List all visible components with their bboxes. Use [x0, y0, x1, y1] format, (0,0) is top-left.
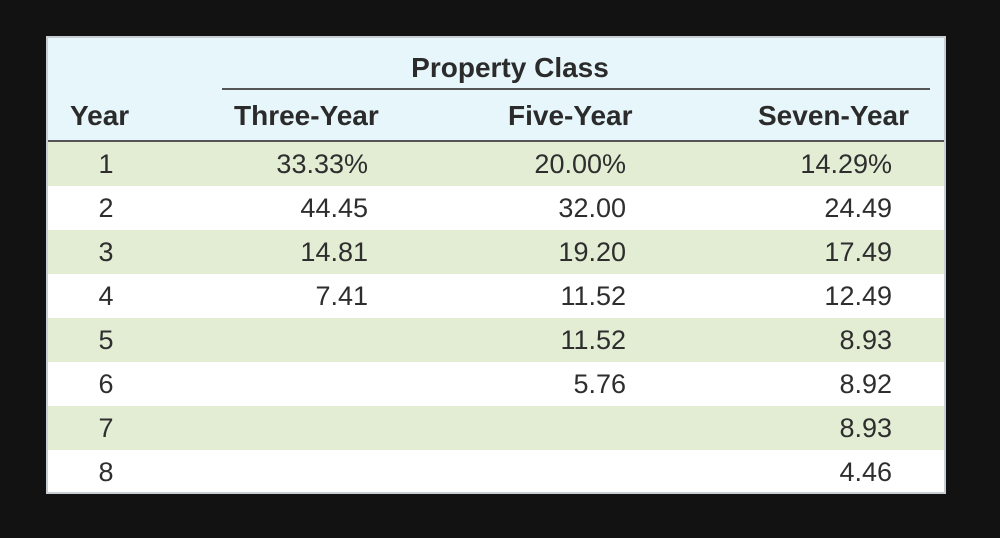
group-title: Property Class	[411, 52, 609, 83]
cell-three-year: 14.81	[300, 237, 368, 267]
cell-three-year	[248, 450, 368, 492]
cell-seven-year: 17.49	[824, 237, 892, 267]
cell-five-year: 11.52	[560, 325, 626, 355]
cell-year: 4	[98, 281, 114, 311]
cell-three-year	[248, 318, 368, 362]
table-row: 4 7.41 11.52 12.49	[48, 274, 944, 318]
table-row: 1 33.33% 20.00% 14.29%	[48, 142, 944, 186]
header-five-year: Five-Year	[508, 100, 633, 131]
cell-year: 1	[98, 149, 114, 179]
header-divider	[48, 140, 944, 142]
cell-seven-year: 8.93	[839, 413, 892, 443]
cell-five-year	[506, 450, 626, 492]
macrs-table: Property Class Year Three-Year Five-Year…	[46, 36, 946, 494]
cell-five-year: 5.76	[573, 369, 626, 399]
cell-seven-year: 8.93	[839, 325, 892, 355]
cell-seven-year: 4.46	[839, 457, 892, 487]
cell-five-year: 20.00%	[534, 149, 626, 179]
table-row: 3 14.81 19.20 17.49	[48, 230, 944, 274]
header-seven-year: Seven-Year	[758, 100, 909, 131]
table-row: 8 4.46	[48, 450, 944, 492]
cell-seven-year: 8.92	[839, 369, 892, 399]
table-row: 6 5.76 8.92	[48, 362, 944, 406]
header-year: Year	[70, 100, 130, 131]
cell-five-year	[506, 406, 626, 450]
cell-five-year: 11.52	[560, 281, 626, 311]
cell-three-year	[248, 362, 368, 406]
table-row: 7 8.93	[48, 406, 944, 450]
cell-three-year: 44.45	[300, 193, 368, 223]
cell-five-year: 19.20	[558, 237, 626, 267]
cell-three-year	[248, 406, 368, 450]
cell-three-year: 33.33%	[276, 149, 368, 179]
cell-seven-year: 24.49	[824, 193, 892, 223]
cell-year: 2	[98, 193, 114, 223]
cell-five-year: 32.00	[558, 193, 626, 223]
cell-year: 3	[98, 237, 114, 267]
cell-year: 7	[98, 413, 114, 443]
group-divider	[222, 88, 930, 90]
table-row: 2 44.45 32.00 24.49	[48, 186, 944, 230]
header-three-year: Three-Year	[234, 100, 379, 131]
cell-seven-year: 14.29%	[800, 149, 892, 179]
cell-seven-year: 12.49	[824, 281, 892, 311]
table-body: 1 33.33% 20.00% 14.29% 2 44.45 32.00 24.…	[48, 142, 944, 492]
table-header: Property Class Year Three-Year Five-Year…	[48, 38, 944, 140]
table-row: 5 11.52 8.93	[48, 318, 944, 362]
cell-three-year: 7.41	[315, 281, 368, 311]
cell-year: 5	[98, 325, 114, 355]
cell-year: 8	[98, 457, 114, 487]
cell-year: 6	[98, 369, 114, 399]
